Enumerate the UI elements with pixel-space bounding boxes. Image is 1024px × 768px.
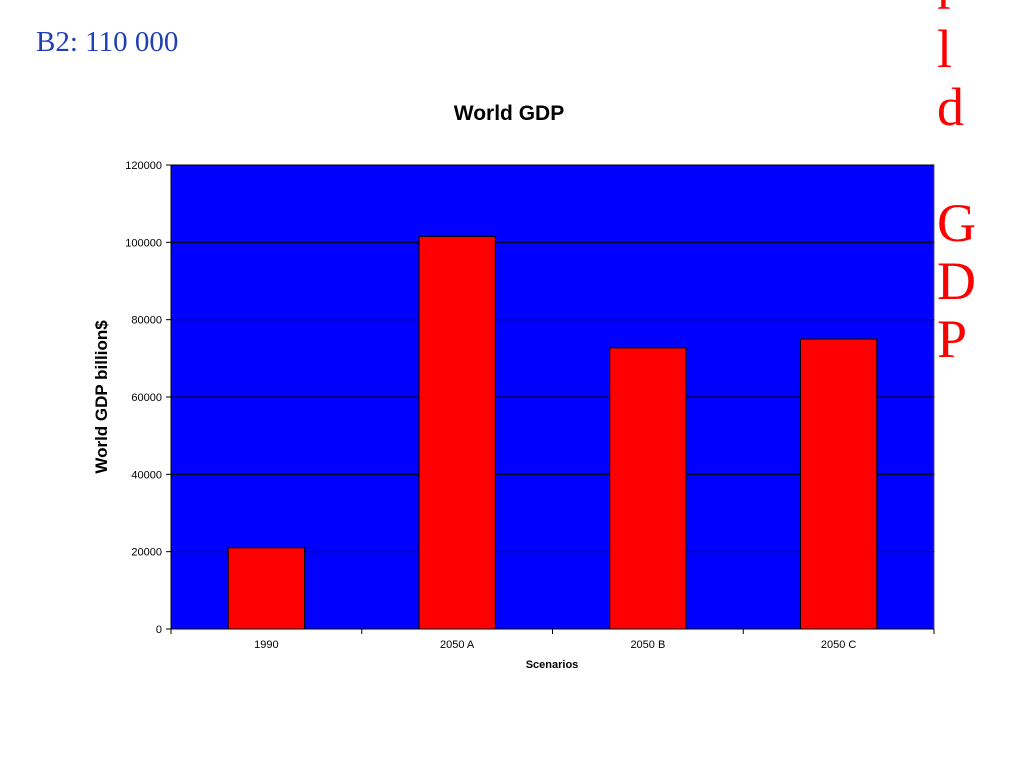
vertical-letter: G (937, 193, 976, 253)
vertical-letter: P (937, 309, 968, 369)
y-tick-label: 0 (156, 624, 162, 636)
y-axis-label: World GDP billion$ (92, 320, 111, 474)
vertical-letter: D (937, 251, 976, 311)
vertical-letter: d (937, 77, 964, 137)
y-tick-label: 120000 (125, 160, 162, 172)
bar-2050-a (418, 236, 496, 630)
vertical-letter: r (937, 0, 997, 20)
x-axis-label: Scenarios (526, 659, 579, 671)
bars (227, 236, 878, 630)
x-tick-label: 2050 B (630, 639, 665, 651)
chart-title: World GDP (454, 102, 564, 125)
x-tick-label: 2050 A (440, 639, 475, 651)
x-tick-label: 1990 (254, 639, 278, 651)
scenario-caption: B2: 110 000 (36, 26, 179, 58)
y-tick-label: 100000 (125, 237, 162, 249)
y-tick-label: 40000 (131, 469, 162, 481)
x-ticks: 1990 2050 A 2050 B 2050 C (170, 629, 935, 651)
bar-2050-b (609, 347, 687, 630)
y-tick-label: 80000 (131, 315, 162, 327)
bar-1990 (227, 547, 306, 630)
bar-2050-c (799, 338, 878, 630)
y-tick-label: 20000 (131, 547, 162, 559)
x-tick-label: 2050 C (821, 639, 857, 651)
y-tick-label: 60000 (131, 392, 162, 404)
y-ticks: 0 20000 40000 60000 80000 100000 120000 (125, 160, 171, 636)
vertical-title: r l d G D P (937, 0, 997, 368)
vertical-letter: l (937, 19, 953, 79)
